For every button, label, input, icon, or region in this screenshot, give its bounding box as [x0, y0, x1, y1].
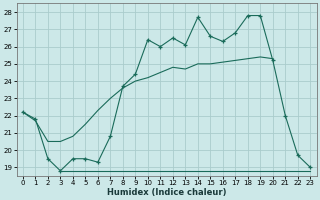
X-axis label: Humidex (Indice chaleur): Humidex (Indice chaleur): [107, 188, 226, 197]
